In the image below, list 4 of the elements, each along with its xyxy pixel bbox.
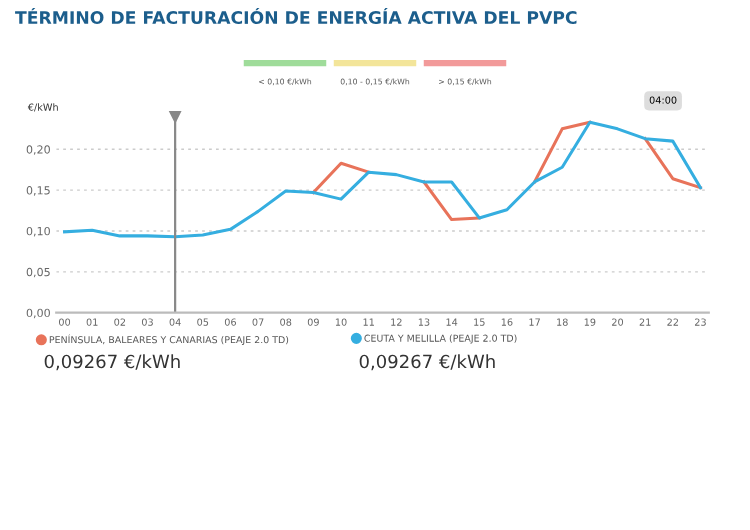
- line-series: [63, 120, 702, 239]
- text: 0,09267 €/kWh: [44, 354, 180, 371]
- chart-title: TÉRMINO DE FACTURACIÓN DE ENERGÍA ACTIVA DEL PVPC: [15, 7, 577, 25]
- text: 0,09267 €/kWh: [359, 354, 495, 371]
